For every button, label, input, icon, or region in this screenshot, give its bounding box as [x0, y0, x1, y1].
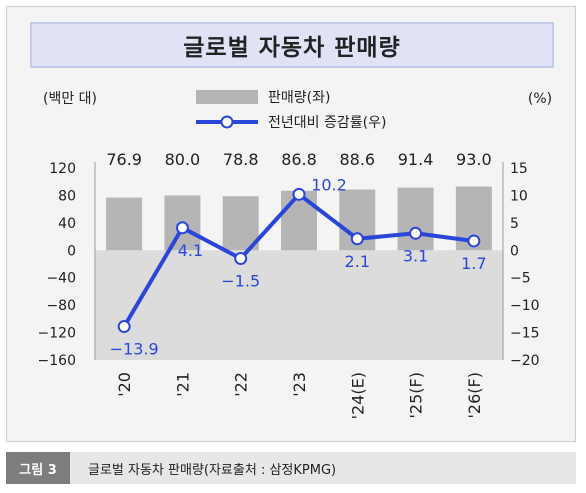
right-axis-tick-label: −20 — [510, 353, 540, 369]
legend-line-label: 전년대비 증감률(우) — [268, 115, 386, 131]
growth-value-label: 2.1 — [345, 252, 370, 271]
growth-points-group — [117, 187, 481, 334]
x-axis-tick-label: '26(F) — [465, 372, 484, 418]
left-axis-tick-label: −120 — [38, 326, 76, 342]
right-axis-tick-label: 5 — [510, 216, 519, 232]
growth-value-label: −13.9 — [110, 340, 159, 359]
growth-value-label: 1.7 — [461, 254, 486, 273]
bar — [106, 197, 143, 251]
x-axis-tick-label: '22 — [232, 372, 251, 397]
growth-point — [409, 226, 423, 240]
left-axis-tick-label: 120 — [49, 161, 76, 177]
legend: 판매량(좌) 전년대비 증감률(우) — [196, 90, 386, 131]
legend-line-marker — [220, 115, 234, 129]
chart-svg: (백만 대) (%) 판매량(좌) 전년대비 증감률(우) 76.9 80.0 78… — [38, 90, 552, 419]
bar-labels-group: 76.9 80.0 78.8 86.8 88.6 91.4 93.0 — [106, 150, 491, 169]
left-axis-tick-label: 40 — [58, 216, 76, 232]
caption-text: 글로벌 자동차 판매량(자료출처 : 삼정KPMG) — [88, 462, 337, 478]
right-axis-tick-label: −5 — [510, 271, 531, 287]
caption-bar: 그림 3 글로벌 자동차 판매량(자료출처 : 삼정KPMG) — [6, 452, 576, 484]
x-axis-tick-label: '25(F) — [407, 372, 426, 418]
left-axis-tick-label: 0 — [67, 243, 76, 259]
bar — [222, 196, 259, 251]
legend-bar-label: 판매량(좌) — [268, 90, 330, 106]
left-axis-ticks: 120 80 40 0 −40 −80 −120 −160 — [38, 161, 76, 369]
bar-value-label: 91.4 — [398, 150, 434, 169]
left-axis-tick-label: −80 — [46, 298, 76, 314]
left-axis-tick-label: 80 — [58, 188, 76, 204]
bar-value-label: 78.8 — [223, 150, 259, 169]
right-axis-tick-label: −10 — [510, 298, 540, 314]
line-labels-group: −13.9 4.1 −1.5 10.2 2.1 3.1 1.7 — [110, 175, 487, 358]
right-axis-ticks: 15 10 5 0 −5 −10 −15 −20 — [510, 161, 540, 369]
bar-value-label: 76.9 — [106, 150, 142, 169]
negative-region — [95, 250, 503, 360]
bars-group — [106, 186, 492, 251]
x-axis-tick-label: '24(E) — [348, 372, 367, 419]
x-axis-ticks: '20 '21 '22 '23 '24(E) '25(F) '26(F) — [115, 372, 484, 419]
legend-bar-swatch — [196, 90, 258, 104]
growth-value-label: 3.1 — [403, 246, 428, 265]
x-axis-tick-label: '23 — [290, 372, 309, 397]
growth-value-label: 4.1 — [178, 241, 203, 260]
growth-point — [175, 221, 189, 235]
growth-point — [117, 320, 131, 334]
growth-point — [292, 187, 306, 201]
right-axis-tick-label: 0 — [510, 243, 519, 259]
x-axis-tick-label: '21 — [173, 372, 192, 397]
growth-point — [467, 234, 481, 248]
right-axis-unit: (%) — [528, 91, 552, 107]
bar-value-label: 86.8 — [281, 150, 317, 169]
bar — [397, 187, 434, 251]
growth-value-label: −1.5 — [221, 272, 260, 291]
bar-value-label: 88.6 — [339, 150, 375, 169]
growth-point — [234, 252, 248, 266]
growth-value-label: 10.2 — [311, 175, 347, 194]
x-axis-tick-label: '20 — [115, 372, 134, 397]
left-axis-unit: (백만 대) — [43, 91, 97, 107]
right-axis-tick-label: 15 — [510, 161, 528, 177]
left-axis-tick-label: −160 — [38, 353, 76, 369]
right-axis-tick-label: 10 — [510, 188, 528, 204]
left-axis-tick-label: −40 — [46, 271, 76, 287]
bar-value-label: 93.0 — [456, 150, 492, 169]
growth-point — [350, 232, 364, 246]
caption-tag: 그림 3 — [6, 452, 70, 484]
right-axis-tick-label: −15 — [510, 326, 540, 342]
chart-title: 글로벌 자동차 판매량 — [30, 22, 554, 68]
bar-value-label: 80.0 — [165, 150, 201, 169]
